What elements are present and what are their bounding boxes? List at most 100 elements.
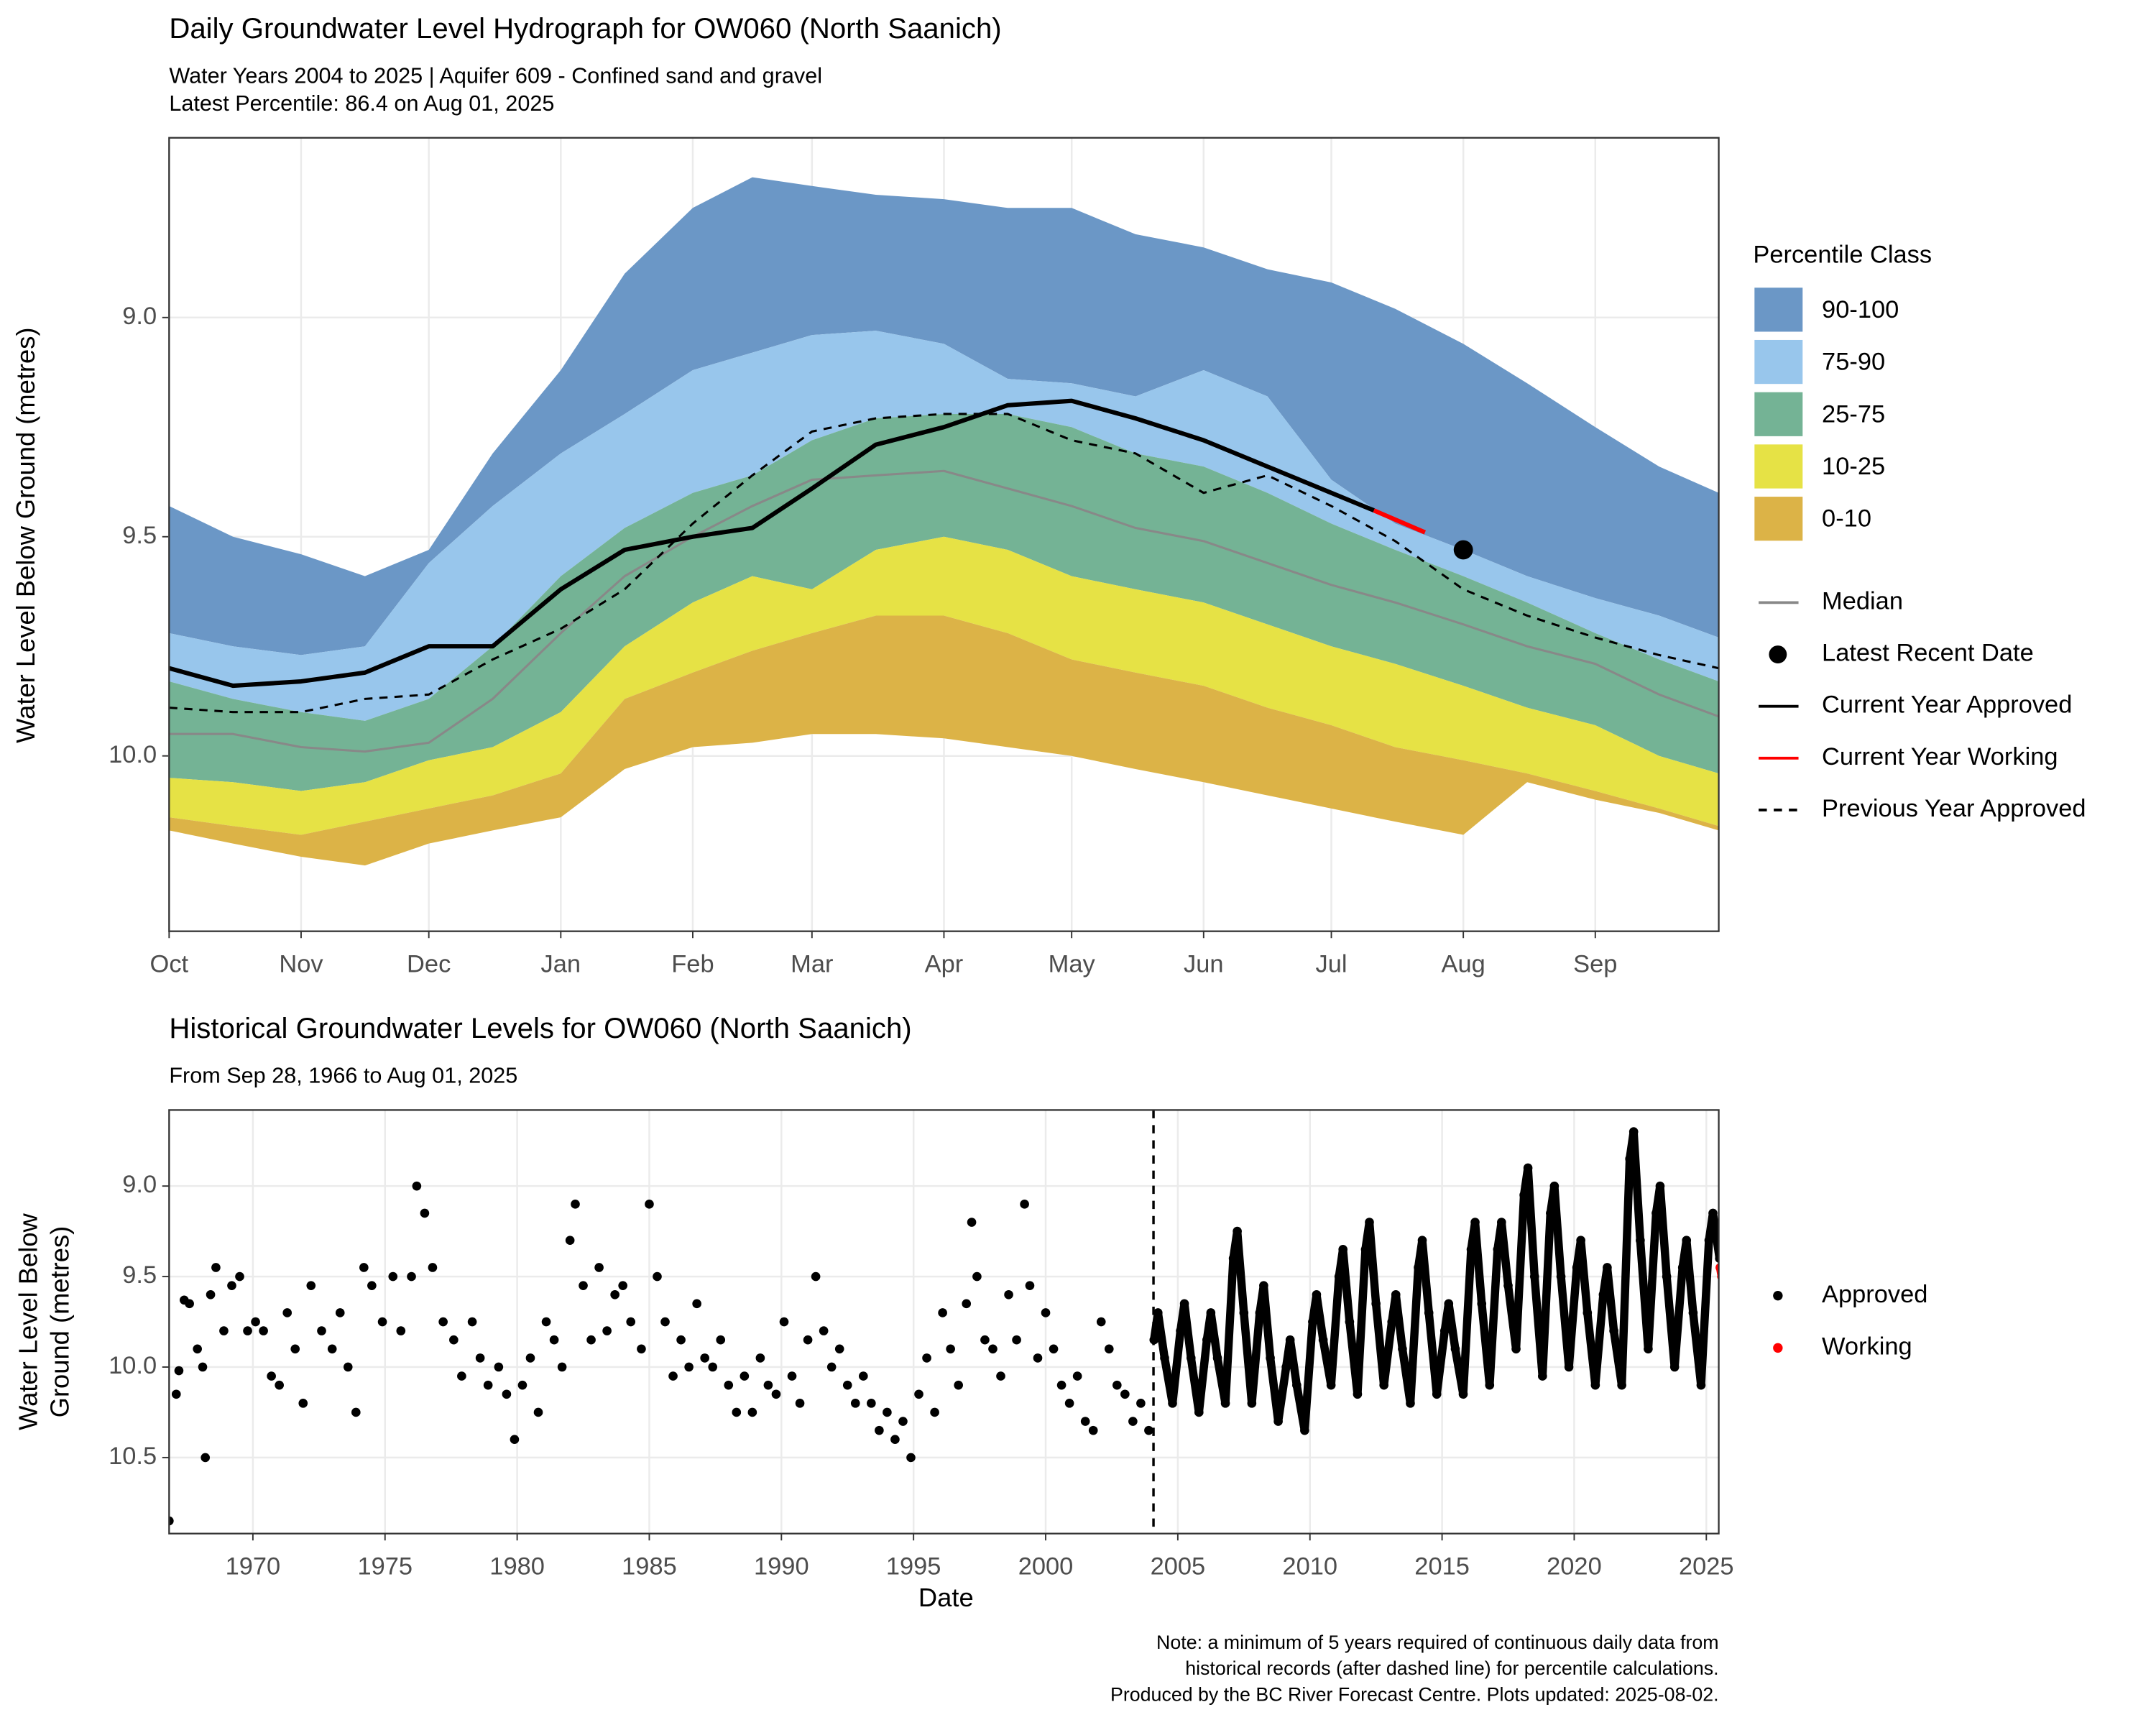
data-point xyxy=(1715,1254,1719,1264)
data-point xyxy=(1572,1263,1582,1272)
data-point xyxy=(1398,1344,1407,1354)
data-point xyxy=(1576,1236,1585,1246)
data-point xyxy=(317,1326,326,1335)
data-point xyxy=(1704,1236,1714,1246)
data-point xyxy=(594,1263,604,1272)
percentile-band xyxy=(169,177,1719,656)
data-point xyxy=(890,1435,900,1445)
trace-segment xyxy=(1629,1127,1645,1245)
data-point xyxy=(1603,1263,1612,1272)
trace-segment xyxy=(1312,1290,1327,1344)
data-point xyxy=(1202,1335,1212,1345)
data-point xyxy=(1072,1371,1082,1381)
data-point xyxy=(251,1317,260,1327)
data-point xyxy=(502,1389,512,1399)
series-line xyxy=(169,398,1375,689)
data-point xyxy=(438,1317,448,1327)
data-point xyxy=(171,1389,181,1399)
data-point xyxy=(1688,1308,1698,1317)
data-point xyxy=(235,1271,244,1282)
data-point xyxy=(306,1281,316,1290)
trace-segment xyxy=(1591,1290,1608,1389)
data-point xyxy=(906,1453,916,1463)
data-point xyxy=(1523,1163,1533,1173)
data-point xyxy=(1466,1244,1476,1254)
legend-key xyxy=(1754,444,1803,489)
data-point xyxy=(494,1362,504,1372)
data-point xyxy=(1247,1399,1257,1408)
data-point xyxy=(1308,1317,1317,1327)
legend-label: 10-25 xyxy=(1822,453,1885,480)
data-point xyxy=(517,1380,528,1390)
data-point xyxy=(201,1453,211,1463)
data-point xyxy=(420,1208,430,1218)
trace-segment xyxy=(1207,1308,1222,1363)
data-point xyxy=(483,1380,493,1390)
data-point xyxy=(198,1362,208,1372)
data-point xyxy=(1345,1317,1355,1327)
data-point xyxy=(954,1380,963,1390)
data-point xyxy=(1708,1208,1718,1218)
chart-subtitle: Latest Percentile: 86.4 on Aug 01, 2025 xyxy=(169,91,554,116)
data-point xyxy=(275,1380,284,1390)
trace-segment xyxy=(1617,1154,1634,1389)
data-point xyxy=(1239,1308,1249,1317)
data-point xyxy=(1583,1308,1593,1317)
data-point xyxy=(1194,1407,1204,1417)
y-tick-label: 10.5 xyxy=(109,1443,157,1470)
data-point xyxy=(858,1371,868,1381)
data-point xyxy=(1549,1181,1560,1191)
data-point xyxy=(1538,1371,1547,1381)
data-point xyxy=(1617,1380,1626,1390)
data-point xyxy=(1255,1308,1265,1317)
legend-label: Latest Recent Date xyxy=(1822,640,2034,667)
data-point xyxy=(549,1335,559,1345)
legend-label: 90-100 xyxy=(1822,296,1899,323)
data-point xyxy=(914,1389,923,1399)
data-point xyxy=(227,1281,236,1290)
x-tick-label: 2010 xyxy=(1282,1553,1337,1581)
data-point xyxy=(407,1271,416,1282)
trace-segment xyxy=(1576,1236,1592,1317)
trace-segment xyxy=(1550,1182,1565,1281)
trace-segment xyxy=(1485,1245,1502,1389)
data-point xyxy=(243,1326,252,1335)
data-point xyxy=(367,1281,377,1290)
data-point xyxy=(1546,1208,1555,1218)
data-point xyxy=(1655,1181,1665,1191)
data-point xyxy=(1682,1236,1692,1246)
data-point xyxy=(1228,1254,1238,1264)
trace-segment xyxy=(1524,1164,1539,1281)
data-point xyxy=(708,1362,718,1372)
data-point xyxy=(1424,1308,1434,1317)
series-line xyxy=(169,413,1719,714)
trace-segment xyxy=(1153,1308,1169,1363)
data-point xyxy=(1128,1417,1138,1426)
data-point xyxy=(602,1326,612,1335)
data-point xyxy=(1636,1236,1645,1246)
data-point xyxy=(290,1344,300,1354)
data-point xyxy=(967,1218,977,1227)
trace-segment xyxy=(1445,1300,1460,1353)
data-point xyxy=(1590,1380,1600,1390)
data-point xyxy=(875,1425,884,1435)
chart-title: Daily Groundwater Level Hydrograph for O… xyxy=(169,12,1001,45)
data-point xyxy=(412,1181,422,1191)
legend-key xyxy=(1773,1343,1783,1353)
data-point xyxy=(1677,1263,1687,1272)
data-point xyxy=(1609,1326,1618,1335)
x-tick-label: May xyxy=(1049,951,1096,978)
trace-segment xyxy=(1538,1209,1555,1381)
x-tick-label: Jul xyxy=(1316,951,1348,978)
data-point xyxy=(834,1344,844,1354)
data-point xyxy=(525,1353,535,1363)
data-point xyxy=(850,1399,860,1408)
data-point xyxy=(1519,1190,1529,1200)
data-point xyxy=(1168,1399,1177,1408)
y-axis-label: Ground (metres) xyxy=(45,1226,75,1418)
data-point xyxy=(557,1362,567,1372)
y-tick-label: 9.0 xyxy=(122,1171,157,1198)
data-point xyxy=(803,1335,813,1345)
legend-label: 0-10 xyxy=(1822,505,1871,533)
legend-label: Median xyxy=(1822,587,1903,615)
